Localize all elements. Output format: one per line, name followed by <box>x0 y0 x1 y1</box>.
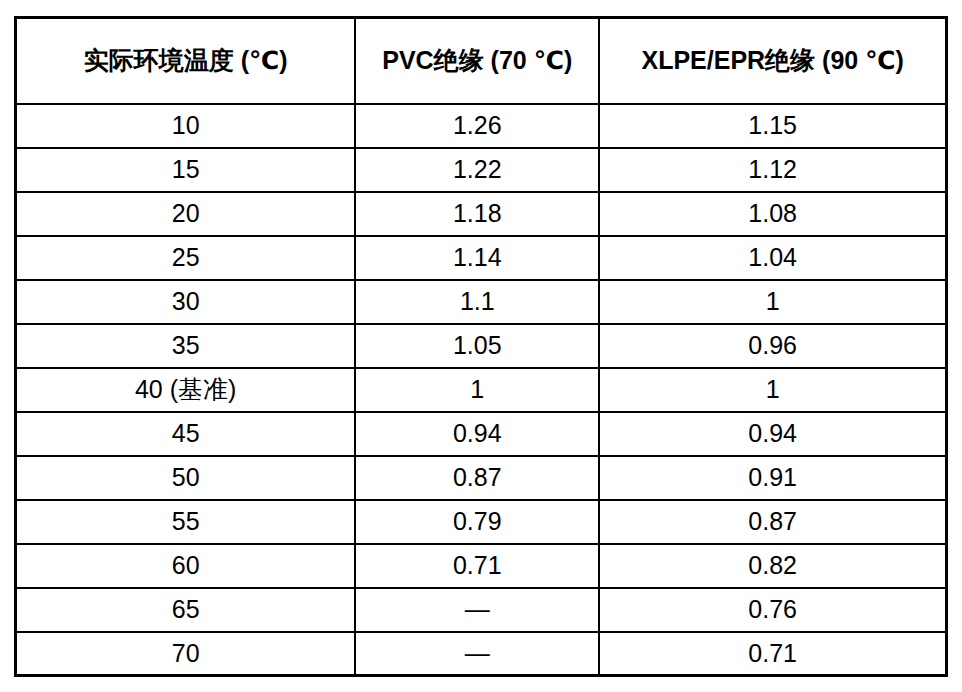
table-header-row: 实际环境温度 (℃) PVC绝缘 (70 ℃) XLPE/EPR绝缘 (90 ℃… <box>16 18 947 104</box>
table-cell: 65 <box>16 588 356 632</box>
table-row: 301.11 <box>16 280 947 324</box>
table-cell: 0.79 <box>355 500 599 544</box>
table-row: 65—0.76 <box>16 588 947 632</box>
table-cell: 0.71 <box>599 632 946 676</box>
table-cell: 1.12 <box>599 148 946 192</box>
table-cell: 45 <box>16 412 356 456</box>
table-cell: 20 <box>16 192 356 236</box>
table-row: 201.181.08 <box>16 192 947 236</box>
column-header-xlpe-epr-insulation: XLPE/EPR绝缘 (90 ℃) <box>599 18 946 104</box>
table-cell: 1.04 <box>599 236 946 280</box>
table-cell: 0.82 <box>599 544 946 588</box>
table-row: 101.261.15 <box>16 104 947 148</box>
table-cell: 1.14 <box>355 236 599 280</box>
table-row: 70—0.71 <box>16 632 947 676</box>
table-cell: — <box>355 632 599 676</box>
table-row: 500.870.91 <box>16 456 947 500</box>
table-cell: 1.1 <box>355 280 599 324</box>
table-cell: 1 <box>599 280 946 324</box>
table-row: 351.050.96 <box>16 324 947 368</box>
table-cell: 10 <box>16 104 356 148</box>
table-cell: 1.18 <box>355 192 599 236</box>
table-cell: 0.87 <box>599 500 946 544</box>
table-cell: 1 <box>599 368 946 412</box>
table-cell: 1.26 <box>355 104 599 148</box>
column-header-ambient-temperature: 实际环境温度 (℃) <box>16 18 356 104</box>
table-row: 550.790.87 <box>16 500 947 544</box>
table-cell: 30 <box>16 280 356 324</box>
table-cell: 25 <box>16 236 356 280</box>
table-row: 151.221.12 <box>16 148 947 192</box>
table-cell: 15 <box>16 148 356 192</box>
column-header-pvc-insulation: PVC绝缘 (70 ℃) <box>355 18 599 104</box>
table-cell: 1.22 <box>355 148 599 192</box>
table-row: 600.710.82 <box>16 544 947 588</box>
table-row: 251.141.04 <box>16 236 947 280</box>
table-cell: 40 (基准) <box>16 368 356 412</box>
table-cell: 50 <box>16 456 356 500</box>
table-cell: 0.94 <box>599 412 946 456</box>
table-cell: 0.76 <box>599 588 946 632</box>
table-cell: 55 <box>16 500 356 544</box>
table-cell: 0.94 <box>355 412 599 456</box>
table-cell: 0.96 <box>599 324 946 368</box>
table-cell: 1.15 <box>599 104 946 148</box>
table-cell: 1.05 <box>355 324 599 368</box>
table-row: 450.940.94 <box>16 412 947 456</box>
table-cell: 60 <box>16 544 356 588</box>
temperature-correction-table: 实际环境温度 (℃) PVC绝缘 (70 ℃) XLPE/EPR绝缘 (90 ℃… <box>14 16 948 677</box>
page: 实际环境温度 (℃) PVC绝缘 (70 ℃) XLPE/EPR绝缘 (90 ℃… <box>0 0 962 692</box>
table-cell: 35 <box>16 324 356 368</box>
table-cell: 0.87 <box>355 456 599 500</box>
table-cell: 0.91 <box>599 456 946 500</box>
table-row: 40 (基准)11 <box>16 368 947 412</box>
table-cell: — <box>355 588 599 632</box>
table-cell: 70 <box>16 632 356 676</box>
table-cell: 1.08 <box>599 192 946 236</box>
table-cell: 0.71 <box>355 544 599 588</box>
table-cell: 1 <box>355 368 599 412</box>
